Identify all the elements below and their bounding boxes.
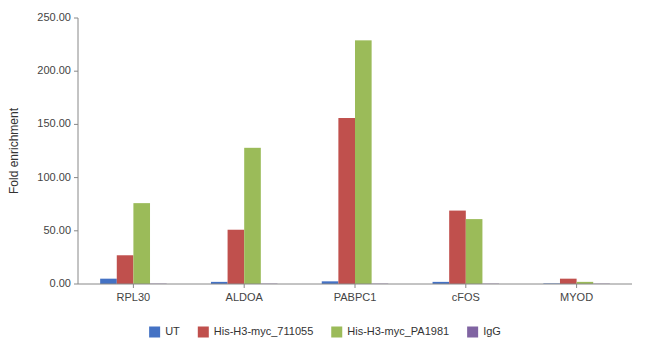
legend-item: His-H3-myc_711055 [198, 325, 313, 338]
legend: UT His-H3-myc_711055 His-H3-myc_PA1981 IgG [149, 325, 501, 338]
x-tick-label: MYOD [560, 291, 593, 303]
bar: His-H3-myc_PA1981 / ALDOA: 128 [244, 148, 261, 284]
legend-swatch [331, 327, 342, 338]
bar: His-H3-myc_711055 / PABPC1: 156 [338, 118, 355, 284]
x-tick [465, 284, 466, 288]
bar-series: UT / RPL30: 5UT / ALDOA: 2UT / PABPC1: 2… [100, 279, 560, 284]
bar: His-H3-myc_PA1981 / PABPC1: 229 [355, 40, 372, 284]
y-tick-label: 150.00 [37, 117, 71, 129]
y-tick [74, 124, 78, 125]
y-tick-label: 250.00 [37, 11, 71, 23]
x-tick-label: cFOS [452, 291, 480, 303]
y-tick-label: 0.00 [50, 277, 71, 289]
legend-item: His-H3-myc_PA1981 [331, 325, 449, 338]
y-axis-label: Fold enrichment [7, 107, 21, 194]
legend-label: IgG [483, 325, 501, 337]
bar: His-H3-myc_PA1981 / cFOS: 61 [466, 219, 483, 284]
bar: His-H3-myc_711055 / cFOS: 69 [449, 211, 466, 284]
legend-label: His-H3-myc_PA1981 [347, 325, 449, 337]
x-tick [244, 284, 245, 288]
y-tick [74, 284, 78, 285]
x-tick-label: PABPC1 [334, 291, 377, 303]
legend-label: His-H3-myc_711055 [214, 325, 313, 337]
x-tick [576, 284, 577, 288]
x-tick [133, 284, 134, 288]
y-tick-label: 50.00 [43, 224, 71, 236]
bars: UT / RPL30: 5UT / ALDOA: 2UT / PABPC1: 2… [100, 40, 610, 284]
y-tick [74, 230, 78, 231]
bar-series: His-H3-myc_PA1981 / RPL30: 76 His-H3-myc_… [133, 40, 593, 284]
x-tick [355, 284, 356, 288]
legend-swatch [149, 327, 160, 338]
y-axis-line [78, 18, 79, 284]
y-tick [74, 71, 78, 72]
bar-series: His-H3-myc_711055 / RPL30: 27His-H3-myc_… [117, 118, 577, 284]
y-tick [74, 177, 78, 178]
legend-swatch [467, 327, 478, 338]
chart-container: UT / RPL30: 5UT / ALDOA: 2UT / PABPC1: 2… [0, 0, 650, 354]
bar: His-H3-myc_711055 / ALDOA: 51 [228, 230, 245, 284]
legend-swatch [198, 327, 209, 338]
bar: UT / RPL30: 5 [100, 279, 117, 284]
chart-svg: UT / RPL30: 5UT / ALDOA: 2UT / PABPC1: 2… [0, 0, 650, 354]
x-tick-label: RPL30 [117, 291, 151, 303]
y-tick-label: 200.00 [37, 64, 71, 76]
axes: 0.00 50.00 100.00 150.00 200.00 250.00 RPL30 AL… [37, 11, 632, 303]
legend-item: IgG [467, 325, 501, 338]
y-tick [74, 18, 78, 19]
bar: His-H3-myc_711055 / MYOD: 5 [560, 279, 577, 284]
y-tick-label: 100.00 [37, 171, 71, 183]
legend-item: UT [149, 325, 180, 338]
x-tick-label: ALDOA [226, 291, 264, 303]
legend-label: UT [165, 325, 180, 337]
bar: His-H3-myc_PA1981 / RPL30: 76 [133, 203, 150, 284]
bar: His-H3-myc_711055 / RPL30: 27 [117, 255, 134, 284]
